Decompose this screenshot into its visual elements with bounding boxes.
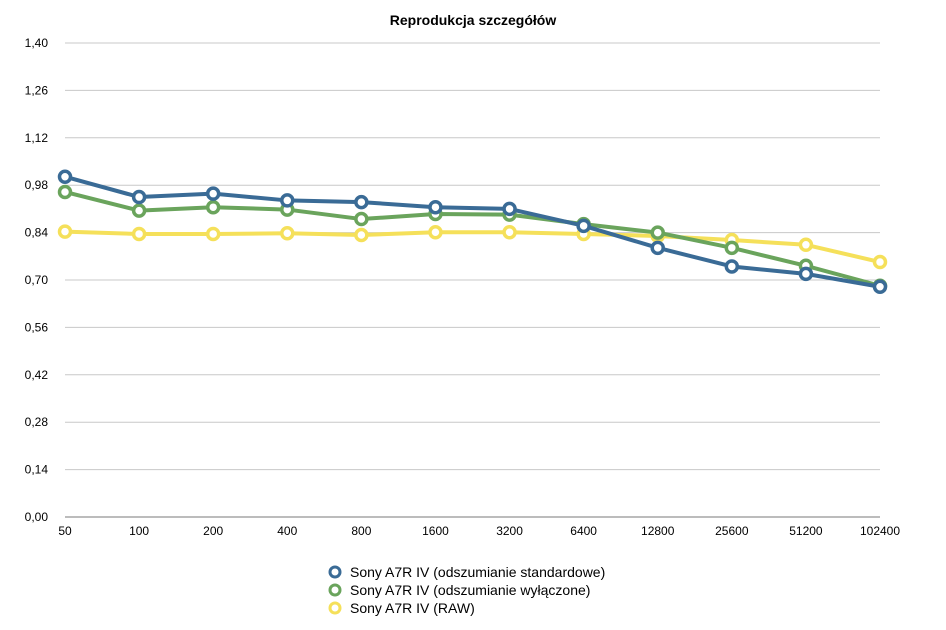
legend-item: Sony A7R IV (RAW) [328, 599, 605, 617]
legend-label: Sony A7R IV (RAW) [350, 600, 475, 616]
legend-marker-icon [328, 601, 342, 615]
x-tick-label: 12800 [641, 524, 675, 538]
data-point [502, 201, 517, 217]
y-tick-label: 0,14 [25, 463, 49, 477]
data-point [57, 224, 73, 239]
data-point [872, 254, 888, 270]
y-tick-label: 0,42 [25, 368, 49, 382]
legend-item: Sony A7R IV (odszumianie standardowe) [328, 563, 605, 581]
data-point [724, 240, 740, 256]
series-line [63, 189, 882, 288]
grid-lines [65, 42, 880, 518]
data-point [428, 225, 443, 240]
series [57, 169, 888, 295]
y-tick-label: 0,84 [25, 226, 49, 240]
data-point [131, 189, 147, 205]
data-point [205, 199, 221, 215]
data-point [354, 194, 369, 210]
y-tick-label: 0,70 [25, 273, 49, 287]
chart-legend: Sony A7R IV (odszumianie standardowe) Son… [328, 563, 605, 617]
data-point [354, 227, 369, 243]
x-tick-label: 1600 [422, 524, 449, 538]
data-point [354, 211, 369, 227]
data-point [724, 259, 740, 274]
y-tick-label: 0,28 [25, 415, 49, 429]
y-tick-label: 0,00 [25, 510, 49, 524]
y-tick-label: 0,56 [25, 320, 49, 334]
legend-label: Sony A7R IV (odszumianie wyłączone) [350, 582, 591, 598]
y-tick-label: 1,26 [25, 83, 49, 97]
series-line [63, 229, 882, 265]
x-tick-label: 400 [277, 524, 297, 538]
x-tick-label: 25600 [715, 524, 749, 538]
x-tick-label: 51200 [789, 524, 823, 538]
x-tick-label: 800 [351, 524, 371, 538]
data-point [57, 169, 73, 184]
data-point [872, 279, 888, 295]
data-point [576, 218, 591, 234]
x-tick-label: 102400 [860, 524, 900, 538]
data-point [205, 226, 221, 242]
legend-marker-icon [328, 565, 342, 579]
x-tick-label: 200 [203, 524, 223, 538]
data-point [798, 266, 814, 282]
data-point [650, 225, 665, 240]
data-point [650, 240, 665, 256]
y-axis-ticks: 0,00 0,14 0,28 0,42 0,56 0,70 0,84 0,98 1,12 1,26… [25, 36, 49, 524]
legend-item: Sony A7R IV (odszumianie wyłączone) [328, 581, 605, 599]
series [57, 184, 888, 294]
legend-marker-icon [328, 583, 342, 597]
data-point [428, 199, 443, 215]
x-tick-label: 100 [129, 524, 149, 538]
x-tick-label: 6400 [570, 524, 597, 538]
data-point [131, 203, 147, 218]
series-lines [57, 169, 888, 295]
x-axis-ticks: 50 100 200 400 800 1600 3200 6400 12800 25600 5120… [58, 524, 900, 538]
data-point [57, 184, 73, 200]
x-tick-label: 50 [58, 524, 72, 538]
y-tick-label: 1,40 [25, 36, 49, 50]
data-point [798, 237, 814, 253]
data-point [280, 193, 295, 208]
data-point [131, 226, 147, 242]
data-point [205, 186, 221, 201]
chart-title: Reprodukcja szczegółów [390, 12, 557, 28]
series-line [63, 174, 882, 289]
data-point [280, 226, 295, 241]
data-point [502, 225, 517, 240]
x-tick-label: 3200 [496, 524, 523, 538]
y-tick-label: 1,12 [25, 131, 49, 145]
legend-label: Sony A7R IV (odszumianie standardowe) [350, 564, 606, 580]
y-tick-label: 0,98 [25, 178, 49, 192]
